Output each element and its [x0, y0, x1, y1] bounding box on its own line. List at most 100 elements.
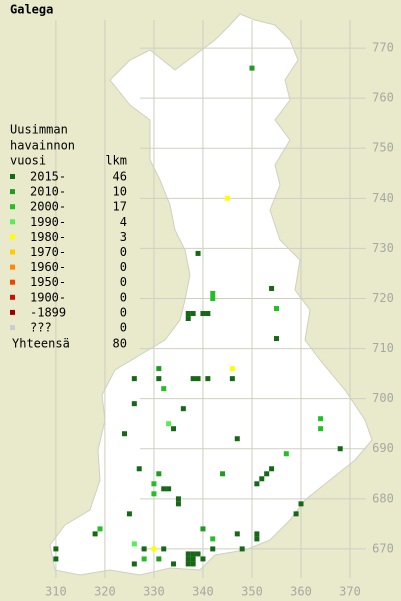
observation-square: [185, 311, 191, 317]
observation-square: [185, 316, 191, 322]
observation-square: [195, 376, 201, 382]
observation-square: [161, 546, 167, 552]
legend-count-heading: lkm: [105, 154, 127, 168]
x-tick-label: 340: [192, 585, 214, 599]
legend-swatch: [10, 325, 15, 330]
legend-swatch: [10, 174, 15, 179]
observation-square: [200, 311, 206, 317]
legend-count: 0: [120, 321, 127, 335]
legend-count: 17: [113, 200, 127, 214]
observation-square: [210, 536, 216, 542]
x-tick-label: 330: [143, 585, 165, 599]
legend-heading: vuosi: [10, 154, 46, 168]
observation-square: [166, 486, 172, 492]
observation-square: [126, 511, 132, 517]
y-tick-label: 770: [372, 41, 394, 55]
observation-square: [190, 561, 196, 567]
legend-swatch: [10, 204, 15, 210]
legend-label: 2000-: [30, 200, 66, 214]
legend-count: 3: [120, 230, 127, 244]
x-tick-label: 350: [241, 585, 263, 599]
observation-square: [205, 376, 211, 382]
observation-square: [337, 446, 343, 452]
legend-swatch: [10, 189, 15, 195]
observation-square: [122, 431, 128, 437]
legend-label: 1950-: [30, 275, 66, 289]
observation-square: [269, 466, 275, 472]
legend-swatch: [10, 234, 15, 240]
observation-square: [224, 195, 230, 201]
observation-square: [269, 285, 275, 291]
y-tick-label: 700: [372, 391, 394, 405]
legend-count: 0: [120, 275, 127, 289]
observation-square: [175, 496, 181, 502]
legend-label: 1900-: [30, 290, 66, 304]
legend-label: 2015-: [30, 170, 66, 184]
observation-square: [229, 376, 235, 382]
observation-square: [254, 536, 260, 542]
observation-square: [156, 556, 162, 562]
observation-square: [190, 376, 196, 382]
legend-count: 0: [120, 245, 127, 259]
legend-count: 0: [120, 260, 127, 274]
legend-label: 1960-: [30, 260, 66, 274]
observation-square: [53, 556, 59, 562]
legend: Galega Uusimman havainnon vuosi lkm Yhte…: [10, 3, 127, 351]
legend-total-label: Yhteensä: [12, 337, 70, 351]
observation-square: [210, 290, 216, 296]
observation-square: [273, 306, 279, 312]
legend-count: 0: [120, 290, 127, 304]
observation-square: [185, 561, 191, 567]
observation-square: [190, 551, 196, 557]
observation-square: [151, 546, 157, 552]
legend-label: -1899: [30, 305, 66, 319]
observation-square: [180, 406, 186, 412]
observation-square: [298, 501, 304, 507]
observation-square: [318, 416, 324, 422]
legend-label: 1990-: [30, 215, 66, 229]
legend-total: 80: [113, 337, 127, 351]
observation-square: [161, 386, 167, 392]
observation-square: [220, 471, 226, 477]
observation-square: [131, 541, 137, 547]
legend-count: 0: [120, 305, 127, 319]
legend-swatch: [10, 294, 15, 300]
y-tick-label: 690: [372, 441, 394, 455]
observation-square: [131, 376, 137, 382]
observation-square: [259, 476, 265, 482]
observation-square: [283, 451, 289, 457]
observation-square: [200, 556, 206, 562]
legend-label: 2010-: [30, 185, 66, 199]
observation-square: [210, 546, 216, 552]
legend-swatch: [10, 309, 15, 315]
y-tick-label: 710: [372, 341, 394, 355]
observation-square: [239, 546, 245, 552]
y-tick-label: 740: [372, 191, 394, 205]
legend-count: 46: [113, 170, 127, 184]
observation-square: [171, 561, 177, 567]
observation-square: [185, 556, 191, 562]
y-tick-label: 680: [372, 491, 394, 505]
x-tick-label: 370: [339, 585, 361, 599]
observation-square: [141, 556, 147, 562]
observation-square: [210, 295, 216, 301]
legend-swatch: [10, 249, 15, 255]
legend-swatch: [10, 219, 15, 225]
observation-square: [136, 466, 142, 472]
y-tick-label: 720: [372, 291, 394, 305]
observation-square: [249, 65, 255, 71]
observation-square: [141, 546, 147, 552]
observation-square: [131, 401, 137, 407]
observation-square: [195, 551, 201, 557]
legend-label: 1970-: [30, 245, 66, 259]
observation-square: [234, 436, 240, 442]
observation-square: [53, 546, 59, 552]
observation-square: [185, 551, 191, 557]
legend-swatch: [10, 264, 15, 270]
y-tick-label: 760: [372, 91, 394, 105]
observation-square: [229, 366, 235, 372]
observation-square: [190, 556, 196, 562]
